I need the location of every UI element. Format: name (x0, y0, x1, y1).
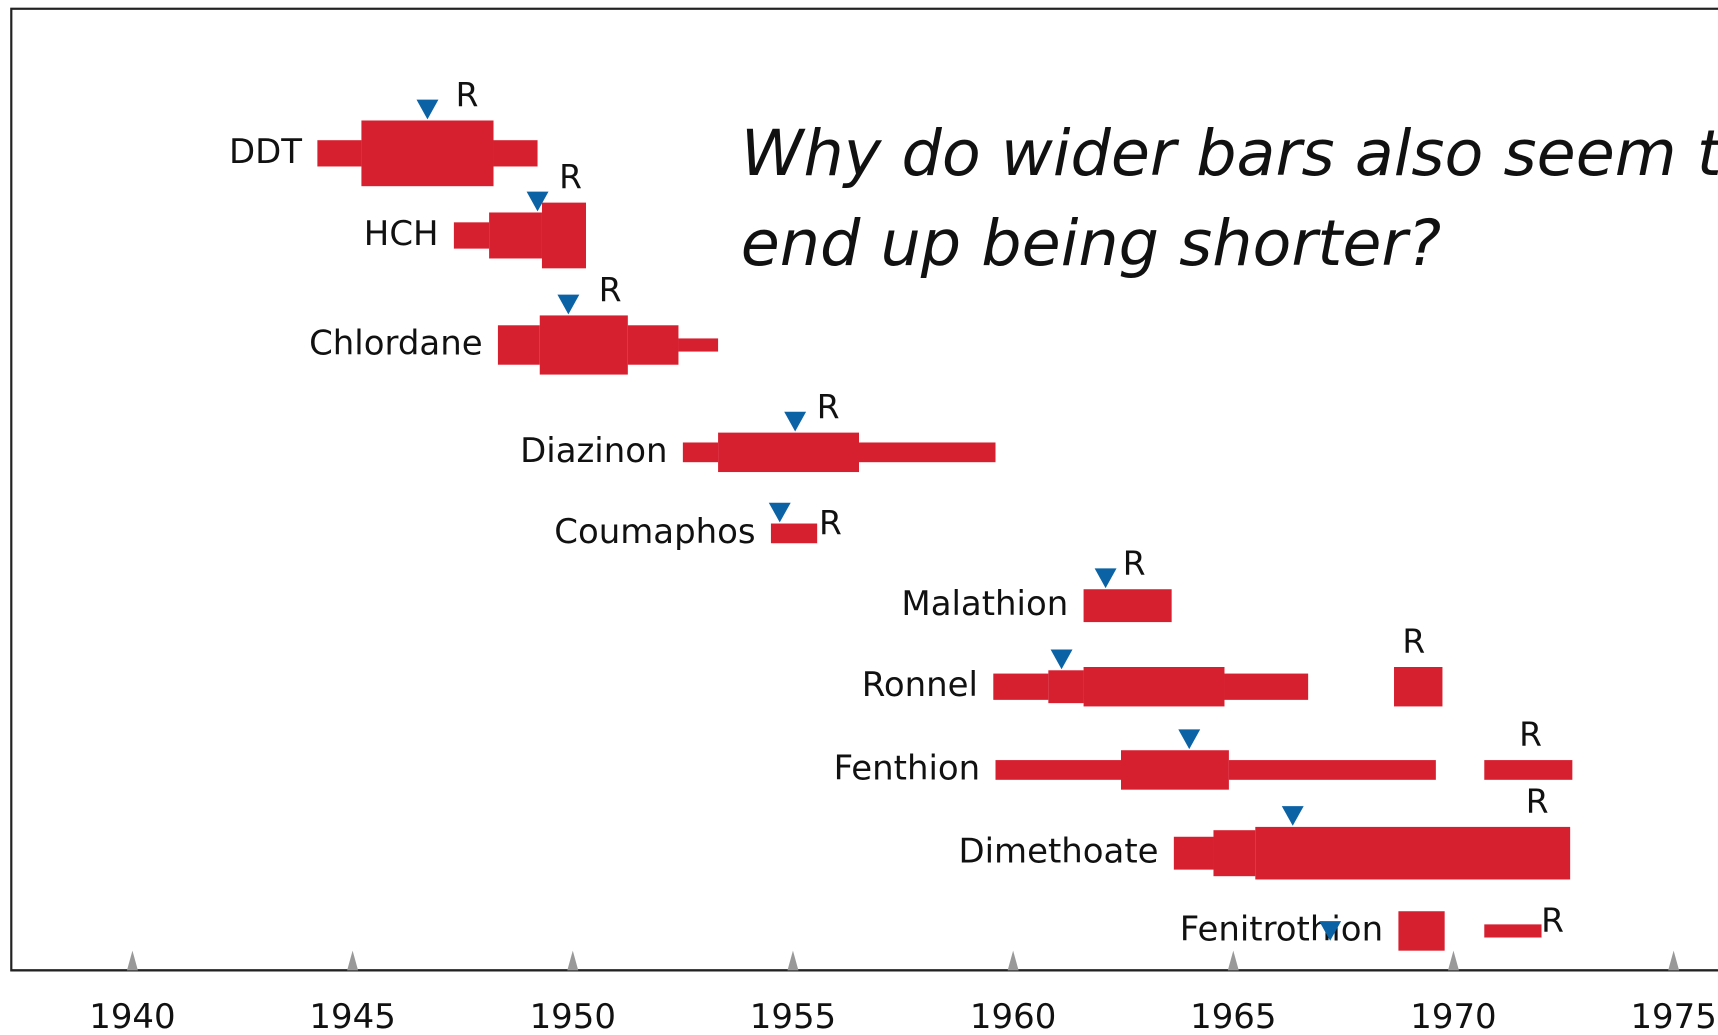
pesticide-label: Chlordane (309, 324, 482, 364)
x-tick-label: 1940 (89, 997, 175, 1035)
resistance-label: R (1123, 545, 1146, 583)
resistance-label: R (1402, 622, 1425, 660)
pesticide-label: Malathion (901, 584, 1068, 624)
usage-bar (678, 338, 719, 352)
usage-bar (627, 325, 679, 365)
usage-bar (995, 760, 1122, 780)
usage-bar (1255, 826, 1571, 880)
usage-bar (1083, 589, 1172, 623)
usage-bar (718, 432, 859, 473)
introduction-marker (1281, 806, 1304, 826)
usage-bar (1228, 760, 1436, 780)
x-tick-label: 1970 (1410, 997, 1496, 1035)
tick-mark (1227, 950, 1239, 971)
resistance-label: R (1519, 716, 1542, 754)
resistance-label: R (1526, 782, 1549, 820)
tick-mark (1007, 950, 1019, 971)
tick-mark (126, 950, 138, 971)
usage-bar (1484, 924, 1542, 938)
tick-mark (1447, 950, 1459, 971)
usage-bar (493, 140, 538, 167)
usage-bar (317, 140, 362, 167)
annotation: end up being shorter? (741, 206, 1442, 280)
introduction-marker (1178, 729, 1201, 750)
usage-bar (361, 120, 494, 187)
introduction-marker (1094, 568, 1117, 589)
tick-mark (1668, 950, 1680, 971)
pesticide-label: Fenthion (834, 748, 981, 788)
usage-bar (993, 673, 1049, 700)
usage-bar (1224, 673, 1309, 700)
usage-bar (1394, 667, 1443, 707)
x-tick-label: 1955 (750, 997, 836, 1035)
introduction-marker (784, 411, 807, 432)
usage-bar (539, 315, 628, 375)
x-tick-label: 1950 (530, 997, 616, 1035)
resistance-label: R (819, 504, 842, 542)
x-tick-label: 1965 (1190, 997, 1276, 1035)
pesticide-label: HCH (364, 214, 439, 254)
x-tick-label: 1945 (309, 997, 395, 1035)
pesticide-label: Diazinon (520, 431, 667, 471)
usage-bar (859, 442, 996, 463)
tick-mark (787, 950, 799, 971)
tick-mark (347, 950, 359, 971)
x-tick-label: 1975 (1630, 997, 1716, 1035)
resistance-label: R (456, 76, 479, 114)
resistance-label: R (817, 388, 840, 426)
usage-bar (1121, 750, 1229, 790)
pesticide-label: Dimethoate (958, 832, 1158, 872)
usage-bar (770, 523, 818, 544)
pesticide-label: DDT (229, 132, 302, 172)
introduction-marker (526, 191, 549, 212)
tick-mark (567, 950, 579, 971)
resistance-label: R (599, 271, 622, 309)
usage-bar (1083, 667, 1225, 707)
pesticide-label: Fenitrothion (1180, 909, 1383, 949)
usage-bar (1048, 670, 1084, 704)
introduction-marker (1050, 649, 1073, 670)
annotation: Why do wider bars also seem to (741, 116, 1718, 190)
resistance-label: R (559, 158, 582, 196)
introduction-marker (1319, 921, 1342, 941)
usage-bar (541, 202, 586, 269)
introduction-marker (416, 99, 439, 120)
introduction-marker (768, 502, 791, 523)
usage-bar (497, 325, 540, 365)
usage-bar (1484, 760, 1573, 780)
usage-bar (453, 222, 490, 249)
usage-bar (682, 442, 719, 463)
usage-bar (1173, 836, 1214, 870)
pesticide-label: Ronnel (862, 665, 978, 705)
resistance-label: R (1541, 902, 1564, 940)
pesticide-label: Coumaphos (554, 512, 755, 552)
usage-bar (1398, 911, 1445, 951)
usage-bar (489, 212, 542, 259)
usage-bar (1213, 830, 1256, 877)
introduction-marker (557, 294, 580, 315)
x-tick-label: 1960 (970, 997, 1056, 1035)
